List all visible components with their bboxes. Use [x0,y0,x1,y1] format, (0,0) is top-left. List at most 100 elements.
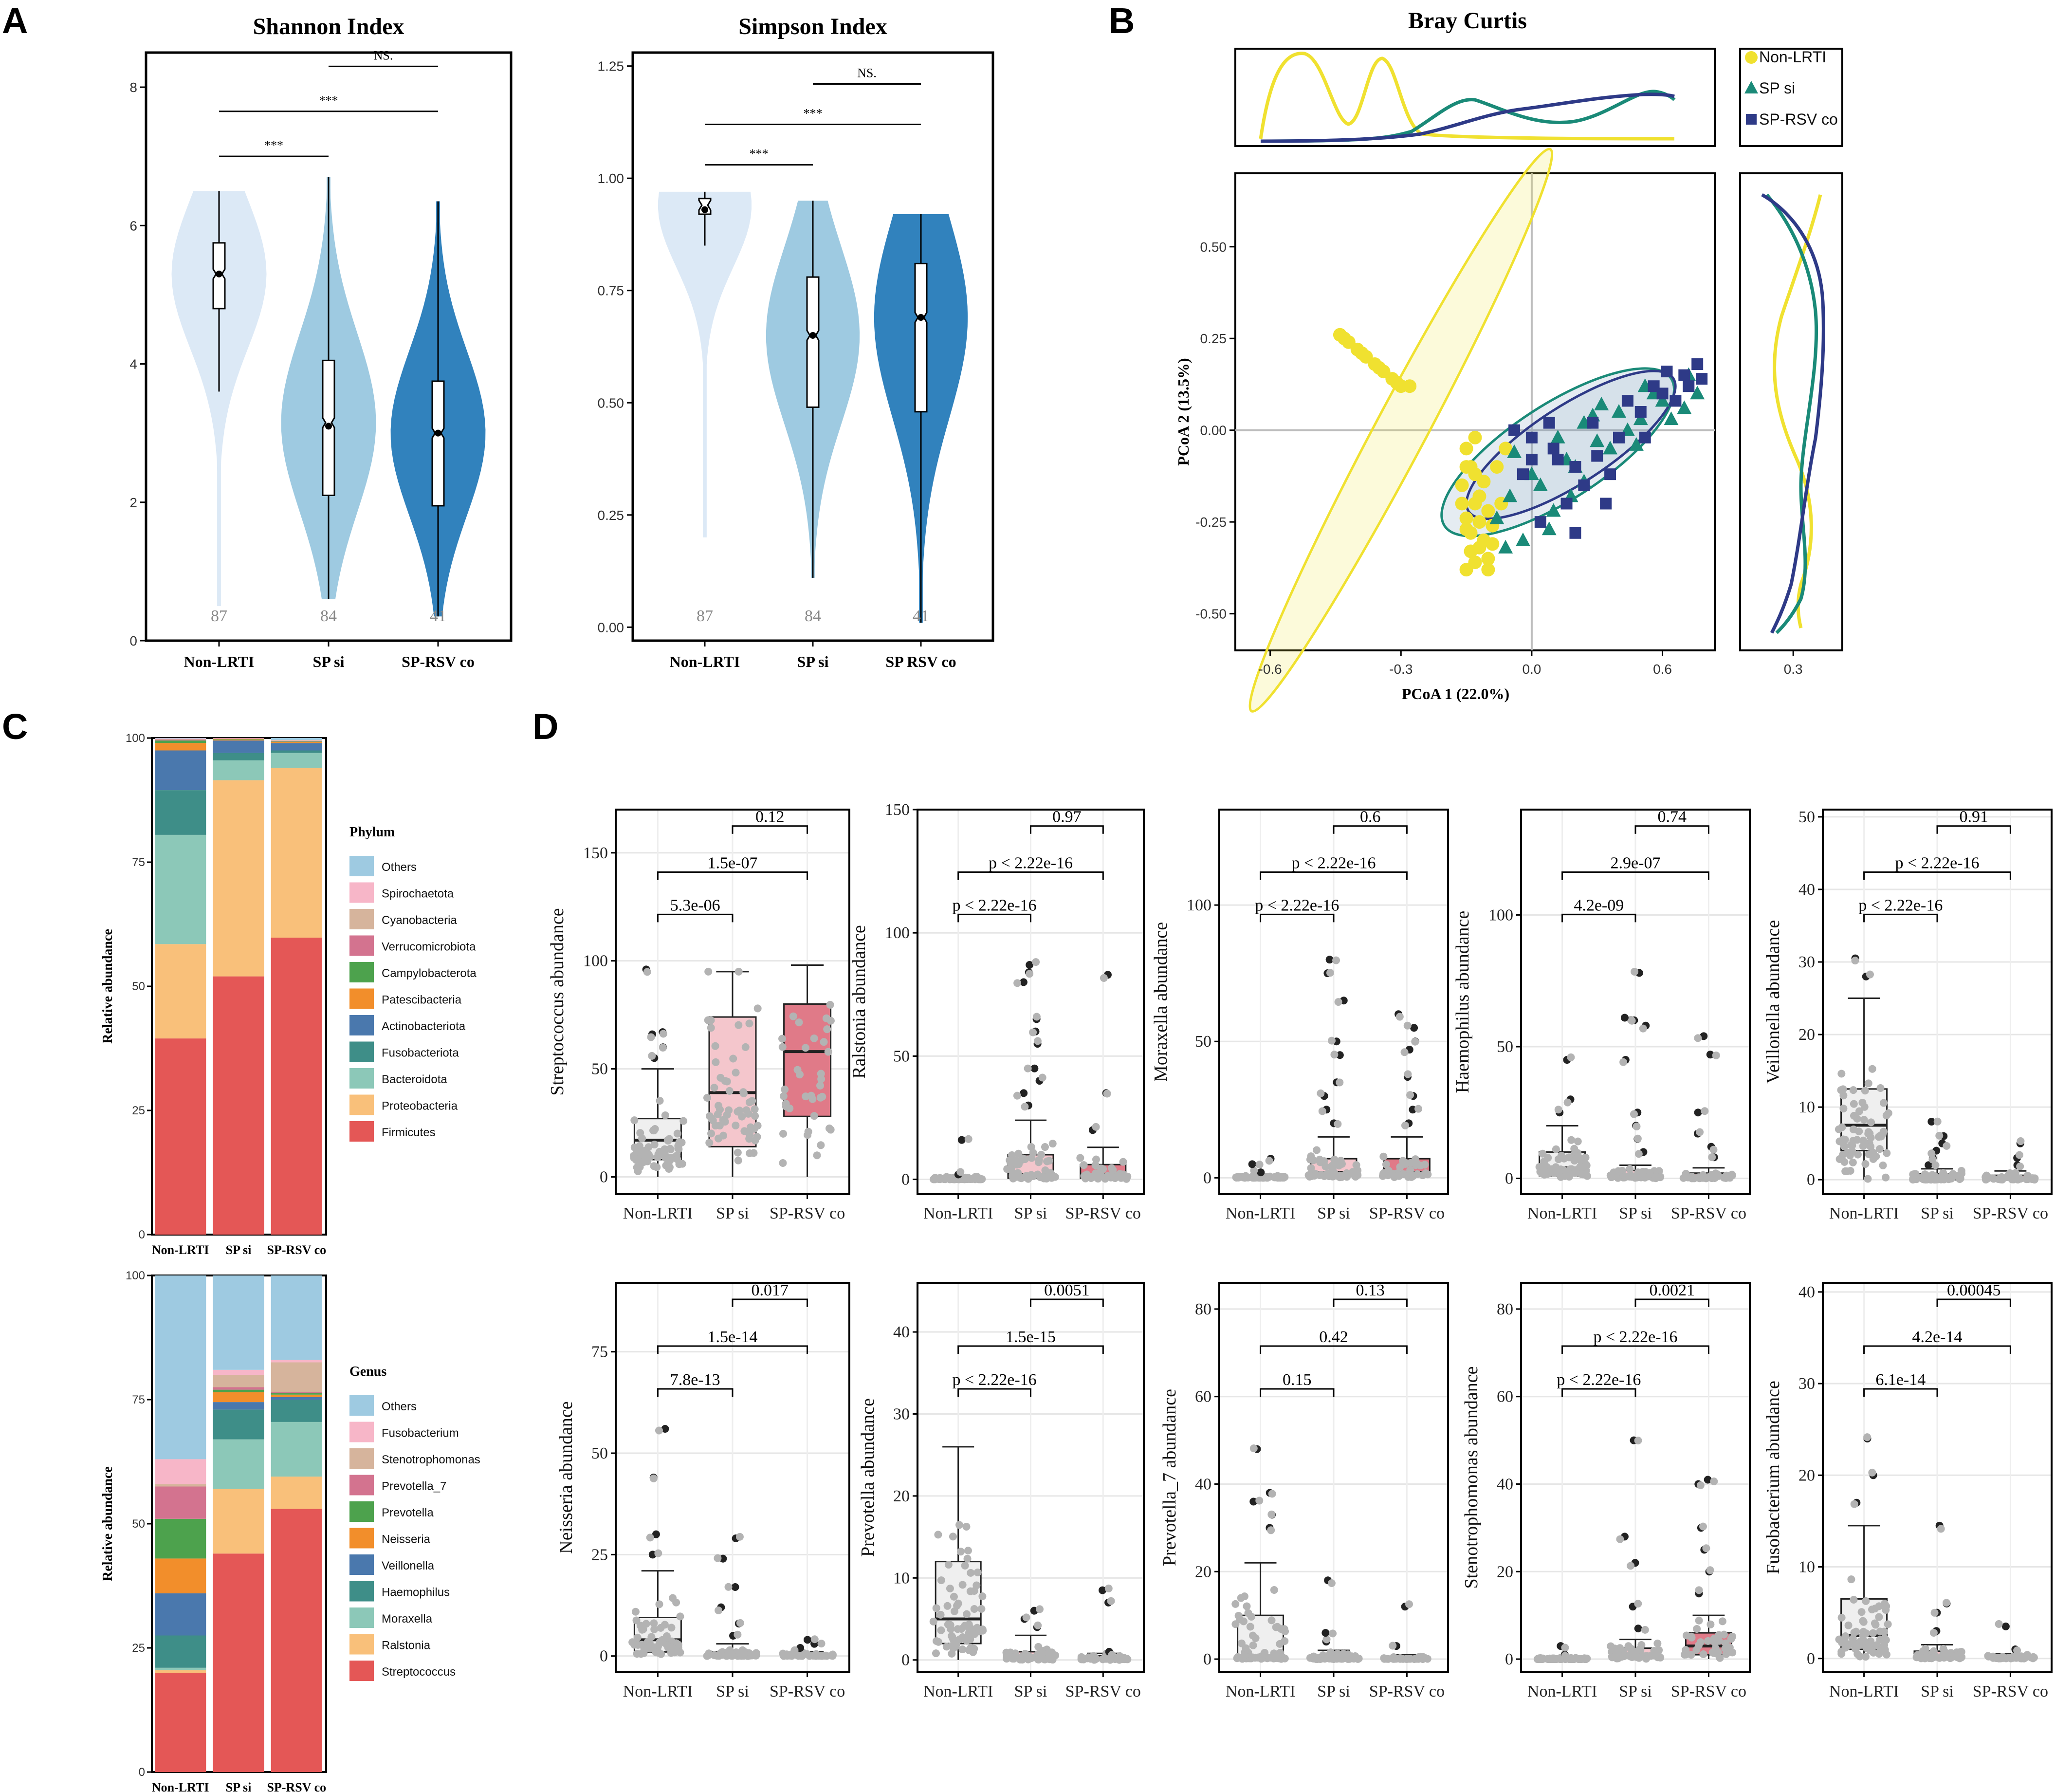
box-stenotrophomonas-jitter-point [1727,1635,1735,1643]
genus-ytick-label: 0 [139,1766,145,1779]
box-stenotrophomonas-jitter-point [1651,1648,1660,1657]
box-prevotella7-jitter-point [1348,1654,1356,1663]
box-veillonella-jitter-point [1864,1079,1872,1088]
box-fusobacterium-jitter-point [1868,1606,1876,1614]
box-veillonella-outlier-point [1925,1161,1933,1169]
pcoa-ytick-label: 0.25 [1200,331,1227,346]
box-neisseria-jitter-point [736,1619,744,1627]
box-stenotrophomonas-jitter-point [1728,1648,1737,1657]
box-streptococcus-jitter-point [659,1151,667,1159]
box-haemophilus-jitter-point [1628,1016,1636,1025]
simpson-sig-label: *** [804,107,823,121]
box-prevotella-jitter-point [964,1547,972,1555]
box-moraxella-jitter-point [1328,1036,1336,1045]
box-streptococcus-jitter-point [716,1122,724,1130]
box-prevotella7-outlier-point [1249,1497,1258,1506]
box-prevotella-xlabel-0: Non-LRTI [923,1682,993,1700]
shannon-ytick-label: 8 [129,80,137,95]
phylum-bar-segment [213,780,264,977]
box-prevotella-ytick-label: 20 [893,1487,910,1505]
box-fusobacterium-jitter-point [1862,1597,1870,1605]
pcoa-point-non-lrti [1459,442,1473,456]
box-streptococcus-jitter-point [738,1112,746,1121]
box-streptococcus-jitter-point [716,1106,724,1114]
box-streptococcus-jitter-point [810,1112,818,1120]
box-haemophilus-jitter-point [1724,1173,1732,1182]
genus-bar-segment [271,1392,322,1393]
box-haemophilus-jitter-point [1567,1136,1576,1144]
box-streptococcus-jitter-point [659,1030,667,1038]
box-prevotella7-jitter-point [1249,1641,1257,1649]
genus-stacked-bar-chart: Non-LRTI SP si SP-RSV co 0 25 50 75 100 Relative… [100,1269,480,1792]
pcoa-point-sp-si [1541,521,1557,536]
phylum-ytick-label: 50 [132,980,145,993]
box-streptococcus-jitter-point [751,1112,759,1120]
box-stenotrophomonas-jitter-point [1634,1600,1642,1608]
box-prevotella-jitter-point [950,1592,958,1601]
box-haemophilus-jitter-point [1552,1145,1560,1153]
box-prevotella-jitter-point [932,1649,940,1658]
pcoa-point-sp-si [1533,477,1548,491]
box-neisseria-jitter-point [672,1647,680,1656]
genus-legend-swatch [349,1581,374,1602]
simpson-violin-0 [658,191,752,537]
box-fusobacterium-jitter-point [1863,1433,1872,1441]
box-prevotella-jitter-point [936,1610,945,1619]
pcoa-ytick-label: -0.50 [1195,607,1227,622]
box-neisseria-jitter-point [642,1644,650,1653]
phylum-bar-segment [213,760,264,780]
phylum-legend-swatch [349,962,374,982]
genus-legend-label: Fusobacterium [382,1427,459,1440]
simpson-xlabel-2: SP RSV co [885,653,956,670]
pcoa-point-sp-si [1550,429,1565,443]
pcoa-point-non-lrti [1490,460,1504,474]
box-moraxella-jitter-point [1234,1173,1243,1182]
box-neisseria-jitter-point [724,1583,733,1591]
box-prevotella7-jitter-point [1255,1496,1264,1505]
box-veillonella-jitter-point [1849,1158,1857,1166]
box-neisseria-jitter-point [735,1649,744,1657]
box-ralstonia-comparison-bracket [1030,825,1104,834]
box-prevotella7-comparison-pvalue: 0.15 [1283,1371,1312,1389]
box-neisseria-jitter-point [650,1625,659,1633]
box-prevotella-jitter-point [973,1568,982,1576]
box-prevotella7-comparison-bracket [1260,1388,1335,1397]
pcoa-point-non-lrti [1499,442,1513,456]
box-streptococcus-jitter-point [646,1153,654,1161]
genus-bar-segment [155,1593,206,1636]
box-fusobacterium-xlabel-0: Non-LRTI [1829,1682,1899,1700]
genus-legend-title: Genus [349,1364,386,1379]
box-haemophilus-comparison-pvalue: 2.9e-07 [1611,854,1661,872]
box-neisseria-jitter-point [734,1630,742,1639]
box-ralstonia-jitter-point [1094,1175,1102,1183]
pcoa-point-sp-rsv-co [1569,527,1581,539]
box-prevotella-jitter-point [958,1645,967,1654]
pcoa-point-sp-rsv-co [1569,461,1581,473]
box-ralstonia-jitter-point [1076,1154,1084,1162]
box-neisseria-jitter-point [646,1533,654,1542]
box-haemophilus-jitter-point [1696,1128,1704,1136]
box-moraxella-jitter-point [1318,1107,1326,1115]
box-veillonella-jitter-point [1850,1100,1858,1108]
phylum-bar-segment [271,938,322,1235]
box-haemophilus-comparison-bracket [1561,871,1709,880]
box-prevotella7-xlabel-1: SP si [1317,1682,1350,1700]
box-fusobacterium-jitter-point [1876,1627,1884,1636]
box-neisseria-jitter-point [655,1600,663,1608]
box-stenotrophomonas-jitter-point [1696,1481,1705,1489]
box-streptococcus-ytick-label: 100 [583,952,608,970]
box-moraxella-comparison-pvalue: p < 2.22e-16 [1291,854,1376,872]
phylum-legend-label: Verrucomicrobiota [382,941,476,954]
pcoa-point-non-lrti [1468,430,1482,444]
box-prevotella7-jitter-point [1268,1490,1276,1498]
phylum-legend-title: Phylum [349,825,395,840]
phylum-bar-segment [155,834,206,944]
genus-legend-label: Stenotrophomonas [382,1453,480,1466]
genus-xlabel-2: SP-RSV co [267,1780,327,1792]
box-fusobacterium-jitter-point [1876,1636,1884,1644]
box-fusobacterium-comparison-bracket [1863,1345,2011,1354]
phylum-ytick-label: 75 [132,856,145,869]
box-streptococcus-jitter-point [677,1138,685,1146]
box-haemophilus-jitter-point [1553,1168,1561,1176]
shannon-ytick-label: 6 [129,218,137,233]
